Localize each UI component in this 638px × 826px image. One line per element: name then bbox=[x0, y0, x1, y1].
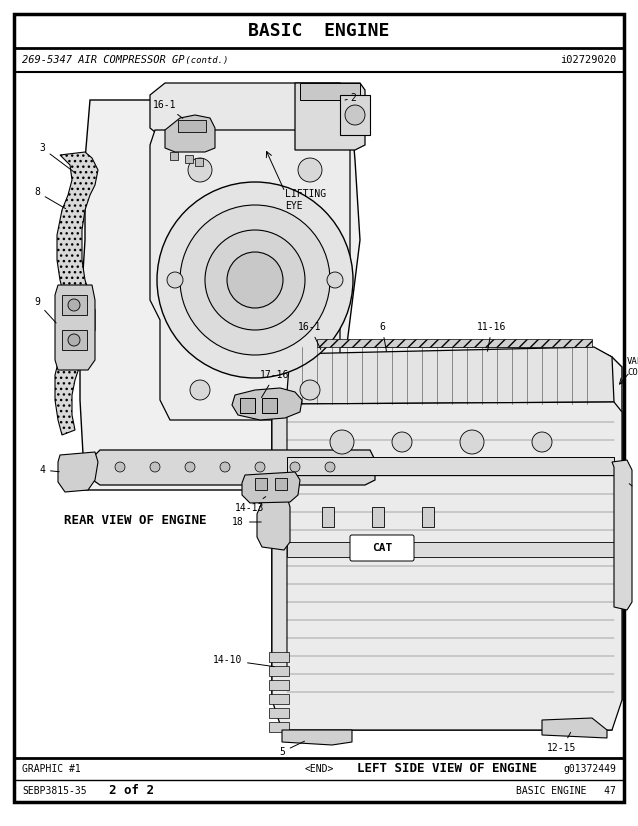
Bar bbox=[340, 95, 370, 135]
Text: SEBP3815-35: SEBP3815-35 bbox=[22, 786, 87, 796]
Bar bbox=[287, 542, 614, 557]
Text: CAT: CAT bbox=[372, 543, 392, 553]
Text: 5: 5 bbox=[279, 741, 304, 757]
Text: 2: 2 bbox=[345, 93, 356, 103]
Bar bbox=[422, 507, 434, 527]
Bar bbox=[287, 457, 614, 475]
Text: 18: 18 bbox=[232, 517, 261, 527]
Polygon shape bbox=[257, 497, 290, 550]
Text: BASIC  ENGINE: BASIC ENGINE bbox=[248, 22, 390, 40]
Circle shape bbox=[255, 462, 265, 472]
Text: 16-1: 16-1 bbox=[153, 100, 182, 118]
Text: 16-1: 16-1 bbox=[298, 322, 322, 349]
Polygon shape bbox=[150, 83, 355, 138]
Bar bbox=[269, 652, 289, 662]
Polygon shape bbox=[282, 730, 352, 745]
Text: 11-16: 11-16 bbox=[477, 322, 507, 351]
Text: BASIC ENGINE   47: BASIC ENGINE 47 bbox=[516, 786, 616, 796]
Bar bbox=[269, 666, 289, 676]
Circle shape bbox=[300, 380, 320, 400]
Circle shape bbox=[460, 430, 484, 454]
Circle shape bbox=[190, 380, 210, 400]
Bar bbox=[372, 507, 384, 527]
Bar bbox=[195, 158, 203, 166]
Circle shape bbox=[392, 432, 412, 452]
Polygon shape bbox=[300, 83, 360, 100]
Circle shape bbox=[180, 205, 330, 355]
Polygon shape bbox=[242, 472, 300, 503]
Bar bbox=[269, 694, 289, 704]
Polygon shape bbox=[150, 130, 350, 420]
Polygon shape bbox=[165, 115, 215, 152]
Text: (contd.): (contd.) bbox=[179, 55, 228, 64]
Circle shape bbox=[290, 462, 300, 472]
Circle shape bbox=[327, 272, 343, 288]
Text: REAR VIEW OF ENGINE: REAR VIEW OF ENGINE bbox=[64, 514, 206, 526]
Text: LEFT SIDE VIEW OF ENGINE: LEFT SIDE VIEW OF ENGINE bbox=[357, 762, 537, 775]
Circle shape bbox=[68, 334, 80, 346]
Text: 14-13: 14-13 bbox=[235, 496, 266, 513]
Text: 269-5347 AIR COMPRESSOR GP: 269-5347 AIR COMPRESSOR GP bbox=[22, 55, 184, 65]
Bar bbox=[62, 295, 87, 315]
Text: 9: 9 bbox=[34, 297, 56, 323]
Text: GRAPHIC #1: GRAPHIC #1 bbox=[22, 764, 81, 774]
Circle shape bbox=[325, 462, 335, 472]
Circle shape bbox=[185, 462, 195, 472]
Bar bbox=[170, 152, 178, 160]
Polygon shape bbox=[58, 452, 98, 492]
Text: <END>: <END> bbox=[304, 764, 334, 774]
Text: 17-16: 17-16 bbox=[260, 370, 290, 397]
Polygon shape bbox=[542, 718, 607, 738]
Bar bbox=[322, 507, 334, 527]
Circle shape bbox=[205, 230, 305, 330]
Circle shape bbox=[167, 272, 183, 288]
Polygon shape bbox=[272, 392, 287, 675]
Bar bbox=[255, 478, 267, 490]
Bar bbox=[269, 708, 289, 718]
Circle shape bbox=[532, 432, 552, 452]
Polygon shape bbox=[55, 152, 98, 435]
Text: 14-10: 14-10 bbox=[212, 655, 274, 667]
FancyBboxPatch shape bbox=[350, 535, 414, 561]
Circle shape bbox=[150, 462, 160, 472]
Polygon shape bbox=[612, 460, 632, 610]
Bar bbox=[240, 398, 255, 413]
Bar bbox=[262, 398, 277, 413]
Circle shape bbox=[188, 158, 212, 182]
Polygon shape bbox=[232, 388, 302, 420]
Circle shape bbox=[115, 462, 125, 472]
Text: 8: 8 bbox=[34, 187, 66, 209]
Polygon shape bbox=[317, 339, 592, 347]
Circle shape bbox=[68, 299, 80, 311]
Circle shape bbox=[157, 182, 353, 378]
Text: 12-15: 12-15 bbox=[547, 733, 577, 753]
Circle shape bbox=[227, 252, 283, 308]
Polygon shape bbox=[272, 402, 622, 730]
Polygon shape bbox=[55, 285, 95, 370]
Text: LIFTING
EYE: LIFTING EYE bbox=[285, 189, 326, 211]
Circle shape bbox=[220, 462, 230, 472]
Text: g01372449: g01372449 bbox=[563, 764, 616, 774]
Bar bbox=[178, 120, 206, 132]
Text: 3: 3 bbox=[39, 143, 76, 173]
Polygon shape bbox=[272, 347, 622, 730]
Polygon shape bbox=[295, 83, 365, 150]
Bar bbox=[185, 155, 193, 163]
Text: 6: 6 bbox=[379, 322, 387, 351]
Bar bbox=[275, 478, 287, 490]
Polygon shape bbox=[80, 100, 360, 490]
Circle shape bbox=[345, 105, 365, 125]
Bar bbox=[269, 680, 289, 690]
Polygon shape bbox=[287, 347, 614, 404]
Circle shape bbox=[298, 158, 322, 182]
Circle shape bbox=[330, 430, 354, 454]
Text: VALVE
COVER: VALVE COVER bbox=[627, 358, 638, 377]
Text: 2 of 2: 2 of 2 bbox=[109, 785, 154, 797]
Text: 4: 4 bbox=[39, 465, 59, 475]
Polygon shape bbox=[90, 450, 375, 485]
Bar bbox=[62, 330, 87, 350]
Text: i02729020: i02729020 bbox=[560, 55, 616, 65]
Text: 7: 7 bbox=[629, 484, 638, 497]
Bar bbox=[269, 722, 289, 732]
